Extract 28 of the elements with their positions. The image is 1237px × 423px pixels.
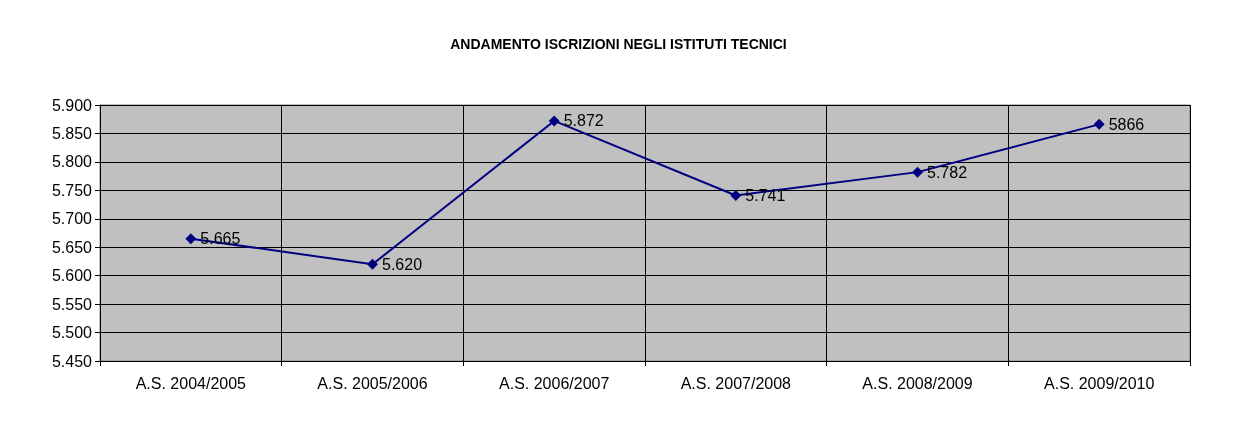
- point: [548, 115, 560, 127]
- x-tick-label: A.S. 2009/2010: [1044, 374, 1155, 392]
- y-tick-label: 5.700: [51, 210, 93, 228]
- chart-title: ANDAMENTO ISCRIZIONI NEGLI ISTITUTI TECNICI: [450, 36, 787, 52]
- y-tick-label: 5.500: [51, 324, 93, 342]
- x-tick-label: A.S. 2004/2005: [135, 374, 247, 392]
- point: [1093, 118, 1105, 130]
- y-tick-label: 5.450: [51, 352, 93, 370]
- x-tick-label: A.S. 2006/2007: [499, 374, 610, 392]
- y-tick-label: 5.650: [51, 238, 93, 256]
- point: [367, 258, 378, 270]
- data-label: 5.782: [927, 163, 968, 181]
- x-tick-label: A.S. 2008/2009: [862, 374, 973, 392]
- y-tick-label: 5.600: [51, 267, 93, 285]
- data-label: 5.741: [745, 186, 786, 204]
- point: [912, 166, 923, 178]
- y-tick-label: 5.900: [51, 96, 93, 114]
- point: [730, 189, 742, 201]
- point: [185, 233, 197, 245]
- data-label: 5866: [1108, 115, 1145, 133]
- data-label: 5.872: [563, 112, 604, 130]
- x-tick-label: A.S. 2007/2008: [680, 374, 792, 392]
- data-label: 5.620: [382, 255, 423, 273]
- y-tick-label: 5.550: [51, 295, 93, 313]
- y-tick-label: 5.750: [51, 181, 93, 199]
- y-tick-label: 5.850: [51, 124, 93, 142]
- x-tick-label: A.S. 2005/2006: [317, 374, 428, 392]
- y-tick-label: 5.800: [51, 153, 93, 171]
